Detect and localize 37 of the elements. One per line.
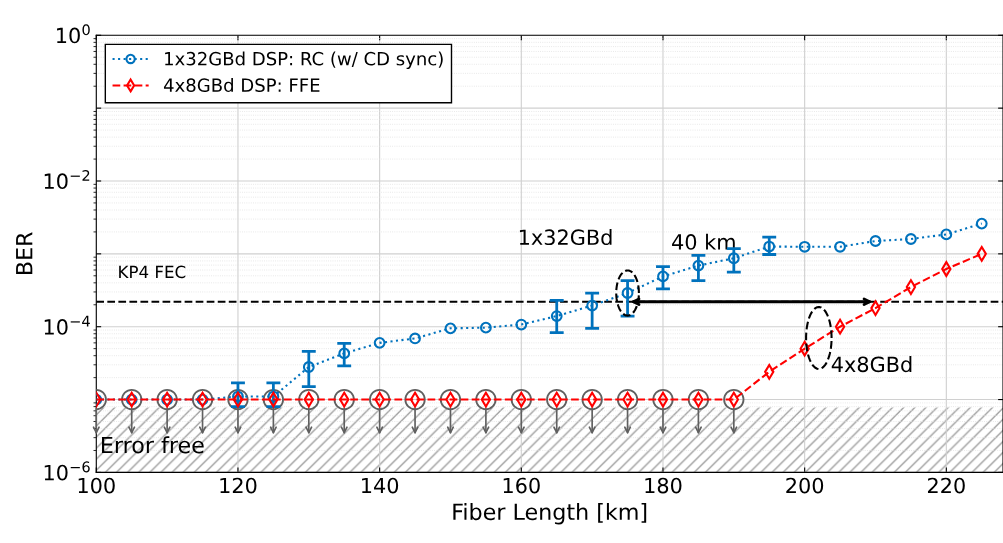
point: [798, 240, 811, 253]
point: [657, 270, 669, 283]
point: [338, 347, 351, 360]
x-tick-label: 220: [927, 477, 965, 494]
point: [444, 322, 457, 335]
x-tick-label: 160: [503, 477, 540, 494]
point: [834, 240, 846, 253]
point: [905, 233, 917, 245]
point: [409, 332, 421, 345]
point: [515, 318, 528, 331]
annotation: 40 km: [672, 233, 735, 250]
point: [302, 361, 315, 373]
point: [373, 336, 386, 349]
y-axis-title: BER: [16, 232, 33, 275]
point: [869, 235, 882, 247]
point: [586, 299, 599, 312]
point: [940, 228, 953, 241]
point: [763, 240, 776, 253]
band-label: Error free: [102, 436, 204, 454]
x-tick-label: 140: [362, 477, 399, 494]
legend-label: 4x8GBd DSP: FFE: [163, 78, 320, 93]
ref-line-label: KP4 FEC: [119, 265, 186, 279]
point: [550, 310, 563, 322]
y-tick-label: 10$^{−4}$: [44, 315, 90, 335]
point: [727, 252, 740, 265]
x-tick-label: 180: [645, 477, 682, 494]
annotation: 1x32GBd: [519, 228, 612, 246]
x-tick-label: 200: [786, 477, 824, 494]
x-axis-title: Fiber Length [km]: [453, 502, 647, 525]
point: [479, 321, 492, 334]
legend-label: 1x32GBd DSP: RC (w/ CD sync): [165, 51, 443, 70]
point: [975, 217, 988, 230]
point: [692, 259, 705, 272]
y-tick-label: 10$^{0}$: [57, 24, 90, 44]
y-tick-label: 10$^{−2}$: [44, 169, 90, 190]
annotation: 4x8GBd: [831, 356, 912, 373]
x-tick-label: 120: [220, 477, 257, 494]
